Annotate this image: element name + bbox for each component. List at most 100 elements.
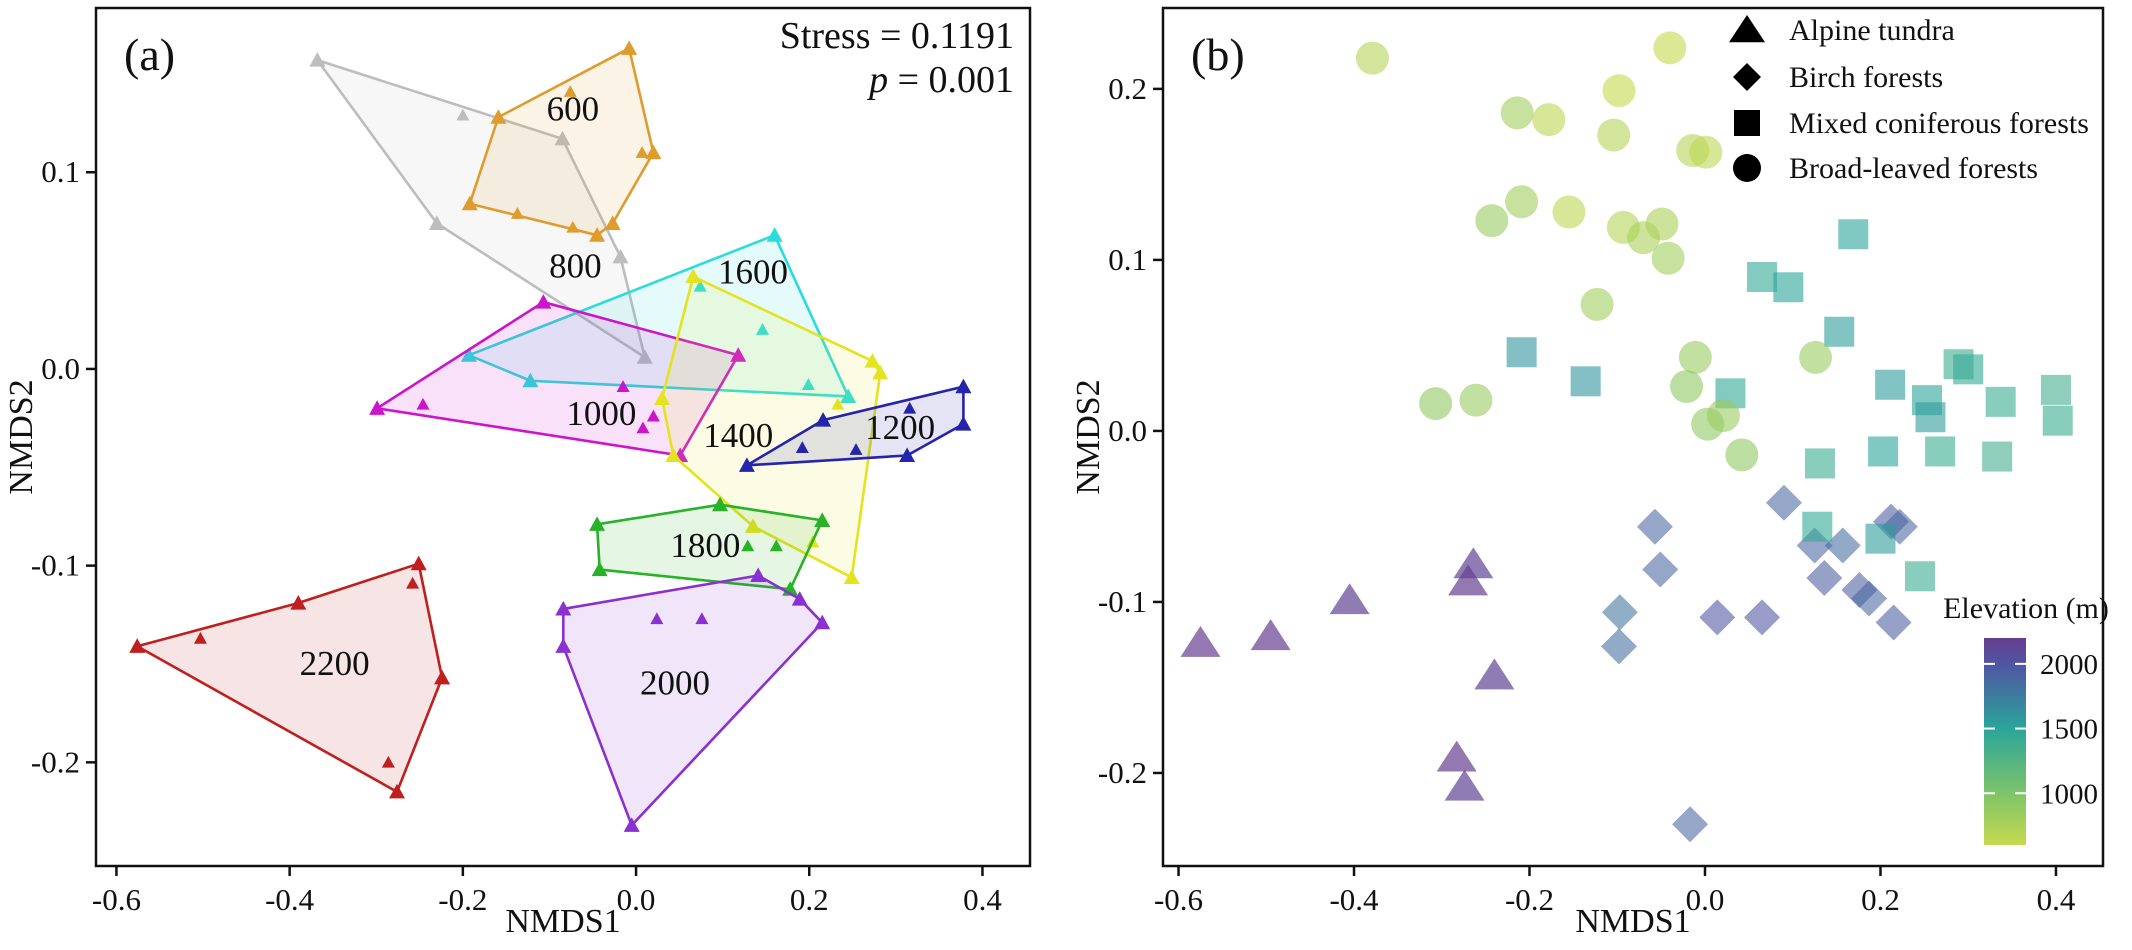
- hull-vertex-point: [460, 347, 477, 362]
- broadleaved-point: [1580, 287, 1614, 321]
- hull-vertex-point: [645, 144, 662, 160]
- alpine-tundra-point: [1250, 619, 1291, 651]
- alpine-tundra-point: [1474, 658, 1515, 690]
- birch-point: [1765, 484, 1802, 521]
- mixed-coniferous-point: [1915, 402, 1946, 433]
- hull-vertex-point: [712, 496, 729, 512]
- broadleaved-point: [1602, 74, 1636, 108]
- hull-vertex-point: [665, 447, 682, 463]
- x-tick-label: 0.0: [1686, 882, 1725, 917]
- hull-vertex-point: [864, 353, 881, 368]
- data-point: [193, 631, 207, 644]
- mixed-coniferous-point: [1804, 448, 1835, 479]
- data-point: [646, 409, 660, 422]
- elevation-hull-label: 2000: [640, 664, 710, 703]
- elevation-hull-label: 2200: [300, 644, 370, 683]
- data-point: [406, 576, 420, 589]
- data-point: [510, 207, 524, 219]
- hull-vertex-point: [840, 388, 857, 404]
- broadleaved-point: [1725, 438, 1759, 472]
- elevation-hull-label: 1600: [718, 253, 788, 292]
- hull-vertex-point: [738, 457, 755, 472]
- birch-point: [1601, 594, 1638, 631]
- x-tick-label: -0.6: [1154, 882, 1203, 917]
- x-tick-label: 0.0: [617, 882, 656, 917]
- hull-1800: [595, 503, 824, 591]
- panel-tag: (b): [1191, 29, 1245, 80]
- broadleaved-point: [1670, 369, 1704, 403]
- x-axis-title: NMDS1: [505, 903, 620, 940]
- hull-vertex-point: [654, 390, 671, 406]
- x-tick-label: -0.2: [1505, 882, 1554, 917]
- hull-vertex-point: [589, 516, 606, 531]
- elevation-hull-label: 1400: [703, 416, 773, 455]
- hull-vertex-point: [309, 52, 326, 67]
- broadleaved-point: [1678, 340, 1712, 374]
- hull-vertex-point: [589, 227, 606, 242]
- data-point: [741, 539, 755, 552]
- hull-vertex-point: [490, 109, 507, 124]
- hull-vertex-point: [389, 783, 406, 799]
- hull-vertex-point: [554, 130, 571, 146]
- colorbar-tick-label: 1500: [2040, 714, 2098, 746]
- x-axis-title: NMDS1: [1575, 903, 1690, 940]
- y-tick-label: 0.1: [1108, 242, 1147, 277]
- broadleaved-point: [1799, 340, 1833, 374]
- hull-vertex-point: [791, 591, 808, 606]
- birch-point: [1672, 806, 1709, 843]
- hull-vertex-point: [621, 40, 638, 55]
- elevation-hull-label: 600: [547, 89, 600, 128]
- hull-vertex-point: [750, 567, 767, 583]
- y-axis-title: NMDS2: [1070, 379, 1107, 494]
- data-point: [795, 441, 809, 453]
- alpine-tundra-point: [1180, 625, 1221, 657]
- colorbar-tick-label: 1000: [2040, 778, 2098, 810]
- data-point: [831, 397, 845, 410]
- data-point: [566, 220, 580, 233]
- data-point: [616, 380, 630, 392]
- mixed-coniferous-point: [2040, 374, 2071, 405]
- broadleaved-point: [1459, 383, 1493, 417]
- data-point: [849, 443, 863, 455]
- birch-point: [1806, 560, 1843, 597]
- mixed-coniferous-point: [1868, 436, 1899, 467]
- legend-diamond-icon: [1733, 63, 1761, 91]
- hull-vertex-point: [410, 555, 427, 571]
- legend-triangle-icon: [1729, 15, 1765, 43]
- data-point: [695, 612, 709, 625]
- elevation-hull-label: 800: [549, 247, 602, 286]
- hull-vertex-point: [604, 215, 621, 230]
- data-point: [563, 85, 577, 97]
- broadleaved-point: [1505, 185, 1539, 219]
- data-point: [801, 378, 815, 391]
- mixed-coniferous-point: [1838, 219, 1869, 250]
- birch-point: [1744, 599, 1781, 636]
- broadleaved-point: [1651, 241, 1685, 275]
- legend-circle-icon: [1733, 154, 1761, 182]
- hull-vertex-point: [815, 412, 832, 427]
- mixed-coniferous-point: [1570, 366, 1601, 397]
- colorbar-title: Elevation (m): [1943, 592, 2109, 625]
- legend-label: Alpine tundra: [1789, 14, 1955, 47]
- hull-vertex-point: [461, 195, 478, 211]
- plot-border: [1161, 6, 2105, 868]
- broadleaved-point: [1597, 118, 1631, 152]
- x-tick-label: -0.6: [92, 882, 141, 917]
- colorbar-gradient: [1984, 638, 2026, 845]
- data-point: [636, 421, 650, 434]
- broadleaved-point: [1475, 204, 1509, 238]
- hull-vertex-point: [129, 638, 146, 653]
- mixed-coniferous-point: [1506, 337, 1537, 368]
- hull-vertex-point: [766, 227, 783, 242]
- hull-vertex-point: [636, 349, 653, 364]
- y-tick-label: -0.1: [31, 548, 80, 583]
- hull-vertex-point: [814, 614, 831, 630]
- y-tick-label: 0.1: [41, 154, 80, 189]
- data-point: [416, 397, 430, 410]
- y-tick-label: -0.2: [1098, 755, 1147, 790]
- mixed-coniferous-point: [1865, 523, 1896, 554]
- broadleaved-point: [1645, 207, 1679, 241]
